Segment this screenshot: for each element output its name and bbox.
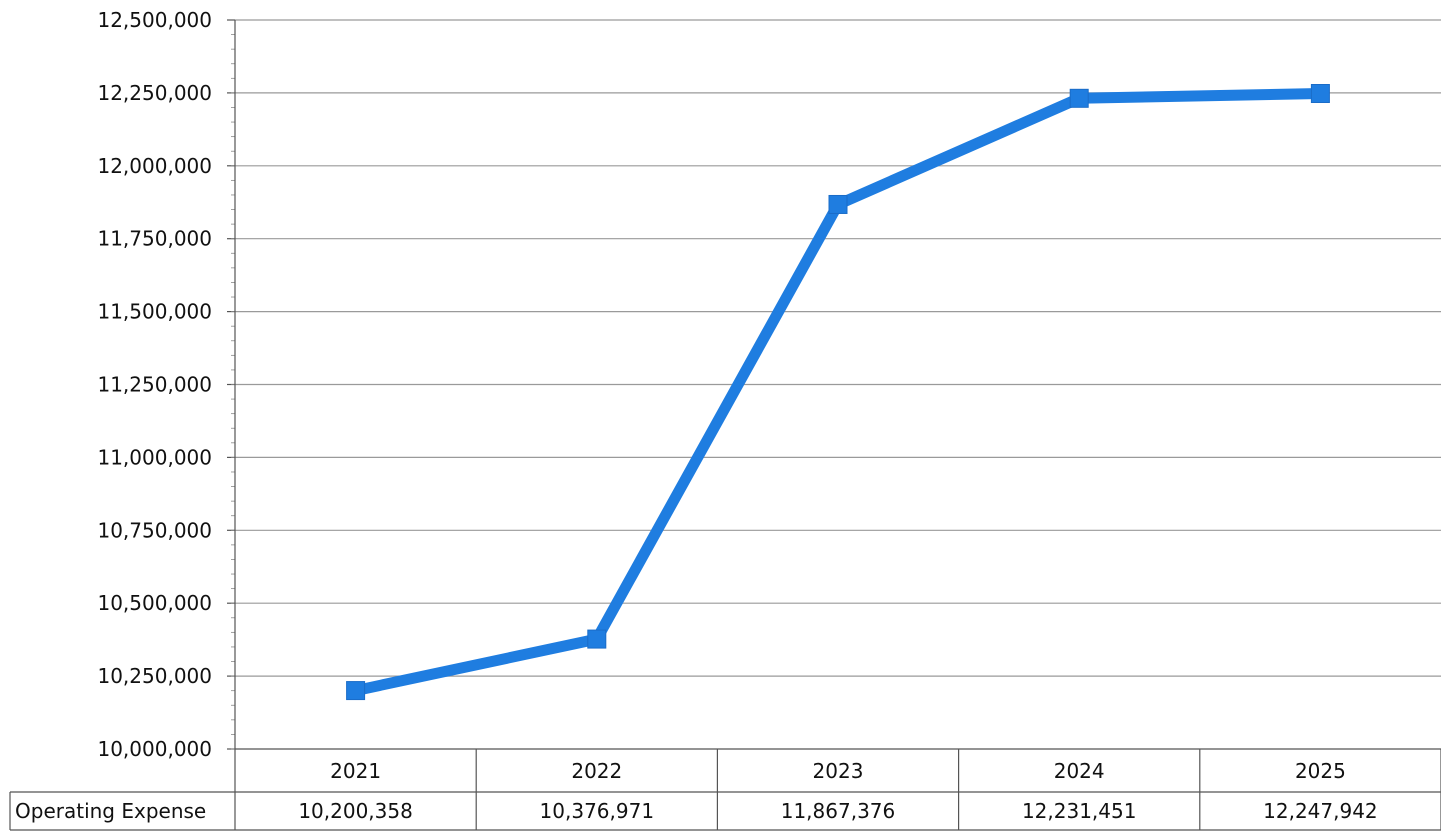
y-tick-label: 10,750,000 [97, 518, 212, 542]
x-category-label: 2024 [1054, 759, 1105, 783]
y-tick-label: 10,000,000 [97, 737, 212, 761]
data-point-marker [828, 194, 848, 214]
table-value-cell: 12,247,942 [1263, 799, 1378, 823]
x-category-label: 2021 [330, 759, 381, 783]
data-point-marker [346, 681, 366, 701]
series-line-layer [346, 84, 1330, 701]
y-tick-labels: 10,000,000 10,250,000 10,500,000 10,750,000… [97, 8, 212, 761]
data-table: 2021 2022 2023 2024 2025 Operating Expense 10,… [9, 749, 1441, 831]
x-category-label: 2023 [813, 759, 864, 783]
series-line [350, 88, 1326, 697]
x-category-label: 2022 [571, 759, 622, 783]
y-tick-label: 10,250,000 [97, 664, 212, 688]
table-value-cell: 10,200,358 [298, 799, 413, 823]
y-tick-label: 10,500,000 [97, 591, 212, 615]
y-tick-label: 11,000,000 [97, 445, 212, 469]
y-tick-label: 11,750,000 [97, 227, 212, 251]
y-tick-label: 12,500,000 [97, 8, 212, 32]
axes [227, 19, 1441, 830]
data-point-marker [587, 629, 607, 649]
data-point-marker [1310, 84, 1330, 104]
table-value-cell: 10,376,971 [540, 799, 655, 823]
series-name-label: Operating Expense [15, 799, 206, 823]
table-value-cell: 11,867,376 [781, 799, 896, 823]
y-tick-label: 11,500,000 [97, 300, 212, 324]
y-tick-label: 12,250,000 [97, 81, 212, 105]
y-tick-label: 12,000,000 [97, 154, 212, 178]
x-category-label: 2025 [1295, 759, 1346, 783]
y-tick-label: 11,250,000 [97, 373, 212, 397]
data-point-marker [1069, 88, 1089, 108]
table-value-cell: 12,231,451 [1022, 799, 1137, 823]
gridlines [235, 19, 1441, 677]
